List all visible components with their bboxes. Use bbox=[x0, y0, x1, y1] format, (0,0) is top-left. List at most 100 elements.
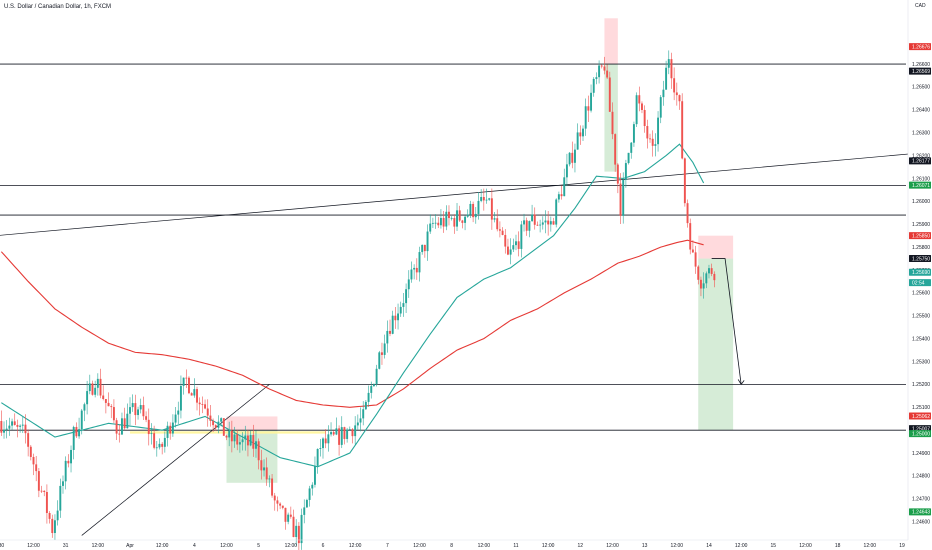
candle bbox=[222, 418, 225, 436]
candle bbox=[137, 406, 140, 420]
y-tick-label: 1.25900 bbox=[912, 222, 930, 228]
y-tick-label: 1.25100 bbox=[912, 405, 930, 411]
x-tick-label: 12:00 bbox=[349, 543, 362, 549]
price-tag-label: 1.25007 bbox=[912, 426, 930, 432]
candle-body bbox=[346, 429, 349, 439]
candle bbox=[531, 204, 534, 223]
candle-body bbox=[697, 266, 700, 280]
candle bbox=[150, 423, 153, 445]
y-tick-label: 1.24800 bbox=[912, 474, 930, 480]
x-tick-label: 12:00 bbox=[156, 543, 169, 549]
candle-body bbox=[147, 419, 150, 435]
candle-body bbox=[474, 213, 477, 218]
candle-body bbox=[244, 435, 247, 440]
highlight-zone bbox=[130, 431, 326, 434]
candle bbox=[431, 217, 434, 228]
candle-body bbox=[45, 491, 48, 514]
candle bbox=[230, 420, 233, 453]
candle-body bbox=[335, 428, 338, 435]
candle-body bbox=[115, 420, 118, 434]
candle-body bbox=[359, 418, 362, 423]
candle bbox=[397, 303, 400, 330]
candle bbox=[182, 377, 185, 395]
candle bbox=[86, 380, 89, 415]
y-tick-label: 1.25200 bbox=[912, 382, 930, 388]
candle bbox=[27, 429, 30, 457]
x-tick-label: 7 bbox=[386, 543, 389, 549]
candle-body bbox=[619, 183, 622, 216]
candle-body bbox=[399, 306, 402, 314]
candle-body bbox=[641, 103, 643, 110]
candle-body bbox=[316, 448, 319, 466]
price-tag: 1.25000 bbox=[909, 430, 931, 437]
candle bbox=[616, 163, 619, 194]
candle bbox=[442, 210, 445, 233]
candle-body bbox=[91, 383, 94, 395]
candle bbox=[129, 397, 131, 426]
x-tick-label: 12:00 bbox=[799, 543, 812, 549]
candle bbox=[504, 229, 507, 254]
candle-body bbox=[150, 433, 153, 435]
x-tick-label: 4 bbox=[193, 543, 196, 549]
candle bbox=[423, 244, 426, 258]
candle-body bbox=[608, 77, 611, 112]
candle bbox=[260, 449, 263, 480]
candle-body bbox=[201, 404, 204, 405]
x-tick-label: 12:00 bbox=[606, 543, 619, 549]
candle-body bbox=[303, 507, 306, 515]
candle bbox=[493, 211, 496, 223]
price-axis[interactable]: 1.24600 1.24700 1.24800 1.24900 1.25000 1.251… bbox=[912, 62, 930, 526]
y-tick-label: 1.25800 bbox=[912, 245, 930, 251]
price-tag-label: 1.25850 bbox=[912, 233, 930, 239]
candle-body bbox=[523, 220, 525, 225]
candle-body bbox=[94, 387, 97, 395]
candle bbox=[683, 157, 686, 207]
price-tag-box bbox=[909, 412, 931, 420]
candle-body bbox=[351, 429, 354, 437]
candle bbox=[123, 407, 126, 430]
candle-body bbox=[16, 424, 19, 427]
horizontal-levels bbox=[0, 63, 906, 431]
candle bbox=[311, 482, 314, 496]
candle bbox=[263, 459, 265, 477]
candle bbox=[708, 264, 710, 279]
candle-body bbox=[273, 495, 276, 501]
candle-body bbox=[448, 211, 450, 219]
candle bbox=[437, 217, 440, 229]
candle bbox=[501, 227, 504, 236]
candle-body bbox=[576, 132, 579, 150]
candle-body bbox=[13, 421, 16, 425]
candle-body bbox=[257, 441, 260, 461]
candle-body bbox=[72, 426, 75, 450]
candle-body bbox=[713, 273, 716, 281]
candle-body bbox=[638, 95, 641, 104]
candle bbox=[686, 199, 689, 228]
time-axis[interactable]: 30 12:00 31 12:00 Apr 12:00 4 12:00 5 12:00 6 12:00… bbox=[0, 539, 908, 549]
candle bbox=[346, 427, 349, 443]
candle bbox=[372, 383, 375, 387]
candle-body bbox=[705, 273, 708, 284]
candle-body bbox=[622, 179, 625, 216]
stop-zone bbox=[698, 235, 734, 259]
candle-body bbox=[163, 437, 166, 447]
stop-zone bbox=[604, 18, 618, 65]
candle-body bbox=[595, 77, 598, 79]
trendlines bbox=[0, 151, 932, 536]
candle bbox=[37, 467, 40, 498]
candle bbox=[112, 399, 115, 424]
candle bbox=[142, 396, 145, 421]
candle bbox=[654, 133, 657, 157]
candle-body bbox=[364, 401, 367, 410]
candle bbox=[300, 508, 303, 550]
candle bbox=[515, 234, 517, 251]
candle bbox=[241, 432, 244, 451]
candle bbox=[378, 350, 381, 370]
candle-body bbox=[53, 520, 56, 534]
candle bbox=[212, 418, 215, 433]
candle bbox=[249, 430, 252, 447]
candle-body bbox=[592, 78, 595, 93]
candle bbox=[391, 310, 394, 335]
candle-body bbox=[565, 164, 568, 178]
candle bbox=[155, 441, 158, 457]
